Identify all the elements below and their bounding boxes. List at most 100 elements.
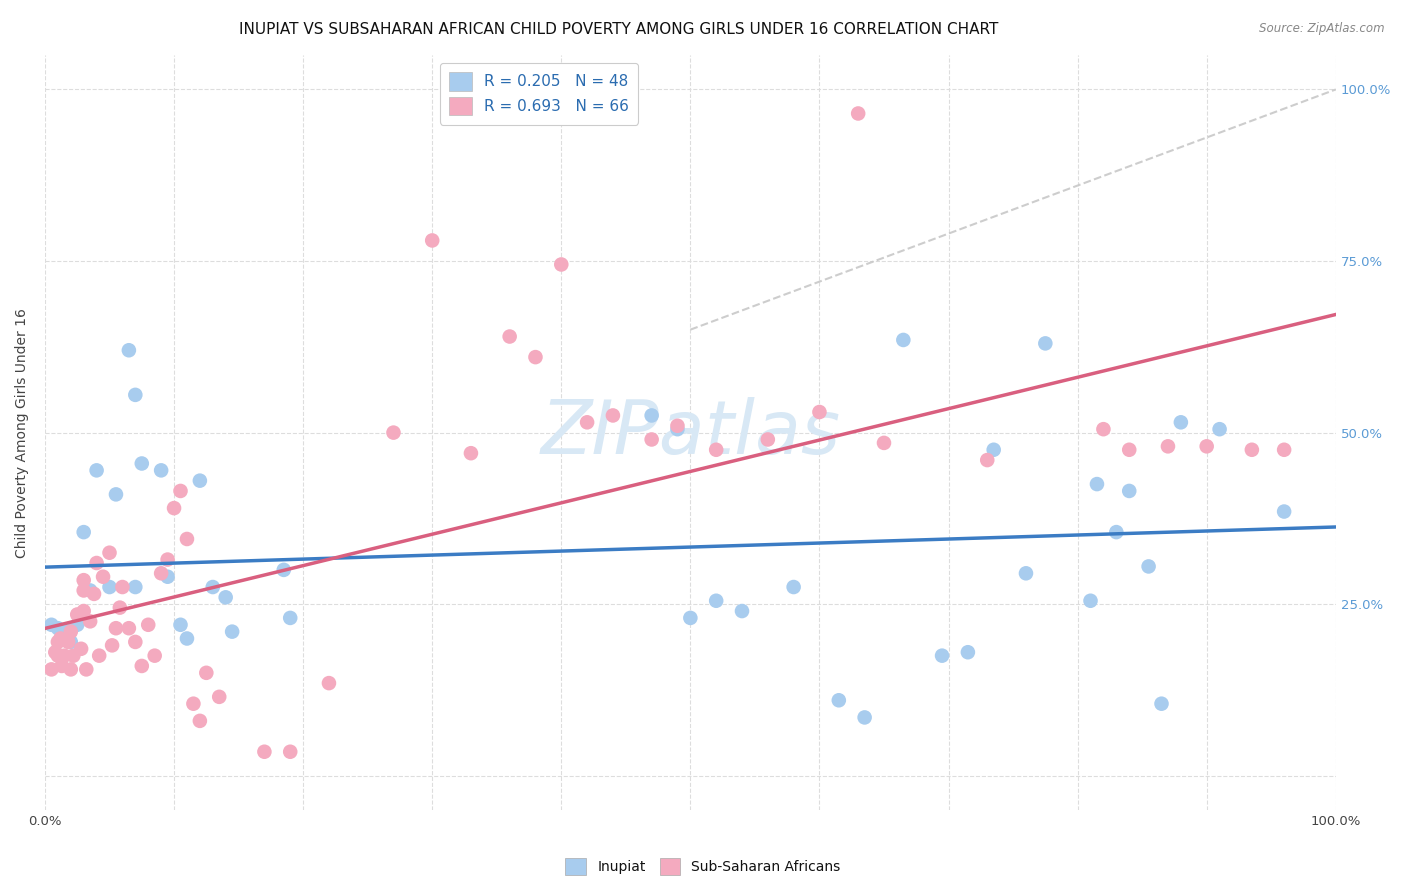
Point	[86, 463, 108, 477]
Point	[150, 463, 173, 477]
Point	[104, 621, 127, 635]
Point	[41, 662, 63, 676]
Point	[215, 591, 238, 605]
Point	[278, 745, 301, 759]
Point	[1240, 442, 1263, 457]
Point	[75, 662, 97, 676]
Point	[1092, 422, 1115, 436]
Point	[143, 648, 166, 663]
Point	[131, 659, 153, 673]
Point	[98, 546, 121, 560]
Point	[70, 641, 93, 656]
Point	[136, 617, 159, 632]
Point	[460, 446, 482, 460]
Point	[66, 607, 89, 622]
Text: INUPIAT VS SUBSAHARAN AFRICAN CHILD POVERTY AMONG GIRLS UNDER 16 CORRELATION CHA: INUPIAT VS SUBSAHARAN AFRICAN CHILD POVE…	[239, 22, 998, 37]
Point	[79, 615, 101, 629]
Point	[576, 415, 599, 429]
Point	[188, 474, 211, 488]
Y-axis label: Child Poverty Among Girls Under 16: Child Poverty Among Girls Under 16	[15, 308, 30, 558]
Point	[782, 580, 804, 594]
Point	[1015, 566, 1038, 581]
Point	[201, 580, 224, 594]
Point	[976, 453, 998, 467]
Text: ZIPatlas: ZIPatlas	[540, 397, 841, 468]
Point	[124, 635, 146, 649]
Point	[931, 648, 953, 663]
Point	[73, 583, 96, 598]
Point	[156, 552, 179, 566]
Point	[550, 257, 572, 271]
Point	[704, 593, 727, 607]
Point	[853, 710, 876, 724]
Point	[1272, 442, 1295, 457]
Point	[150, 566, 173, 581]
Point	[118, 621, 141, 635]
Point	[46, 621, 69, 635]
Point	[124, 580, 146, 594]
Point	[156, 570, 179, 584]
Point	[59, 635, 82, 649]
Point	[104, 487, 127, 501]
Point	[59, 662, 82, 676]
Point	[278, 611, 301, 625]
Point	[956, 645, 979, 659]
Legend: R = 0.205   N = 48, R = 0.693   N = 66: R = 0.205 N = 48, R = 0.693 N = 66	[440, 62, 638, 125]
Point	[188, 714, 211, 728]
Point	[273, 563, 295, 577]
Point	[58, 635, 80, 649]
Point	[1170, 415, 1192, 429]
Point	[1150, 697, 1173, 711]
Point	[124, 388, 146, 402]
Point	[44, 645, 66, 659]
Point	[101, 639, 124, 653]
Point	[79, 583, 101, 598]
Point	[169, 483, 191, 498]
Point	[1033, 336, 1056, 351]
Point	[640, 409, 662, 423]
Point	[1085, 477, 1108, 491]
Point	[756, 433, 779, 447]
Point	[1195, 439, 1218, 453]
Point	[524, 350, 547, 364]
Point	[208, 690, 231, 704]
Point	[118, 343, 141, 358]
Point	[83, 587, 105, 601]
Point	[318, 676, 340, 690]
Point	[873, 436, 896, 450]
Point	[111, 580, 134, 594]
Point	[731, 604, 754, 618]
Point	[382, 425, 405, 440]
Point	[498, 329, 520, 343]
Point	[59, 624, 82, 639]
Point	[176, 532, 198, 546]
Point	[808, 405, 831, 419]
Point	[828, 693, 851, 707]
Point	[46, 648, 69, 663]
Legend: Inupiat, Sub-Saharan Africans: Inupiat, Sub-Saharan Africans	[560, 853, 846, 880]
Point	[53, 648, 76, 663]
Point	[704, 442, 727, 457]
Point	[73, 525, 96, 540]
Point	[1118, 483, 1140, 498]
Point	[666, 418, 689, 433]
Point	[131, 457, 153, 471]
Point	[91, 570, 114, 584]
Point	[666, 422, 689, 436]
Point	[1105, 525, 1128, 540]
Point	[169, 617, 191, 632]
Point	[53, 632, 76, 646]
Text: Source: ZipAtlas.com: Source: ZipAtlas.com	[1260, 22, 1385, 36]
Point	[98, 580, 121, 594]
Point	[46, 635, 69, 649]
Point	[1157, 439, 1180, 453]
Point	[1080, 593, 1102, 607]
Point	[221, 624, 243, 639]
Point	[1272, 504, 1295, 518]
Point	[195, 665, 218, 680]
Point	[89, 648, 111, 663]
Point	[41, 617, 63, 632]
Point	[176, 632, 198, 646]
Point	[1208, 422, 1230, 436]
Point	[62, 648, 84, 663]
